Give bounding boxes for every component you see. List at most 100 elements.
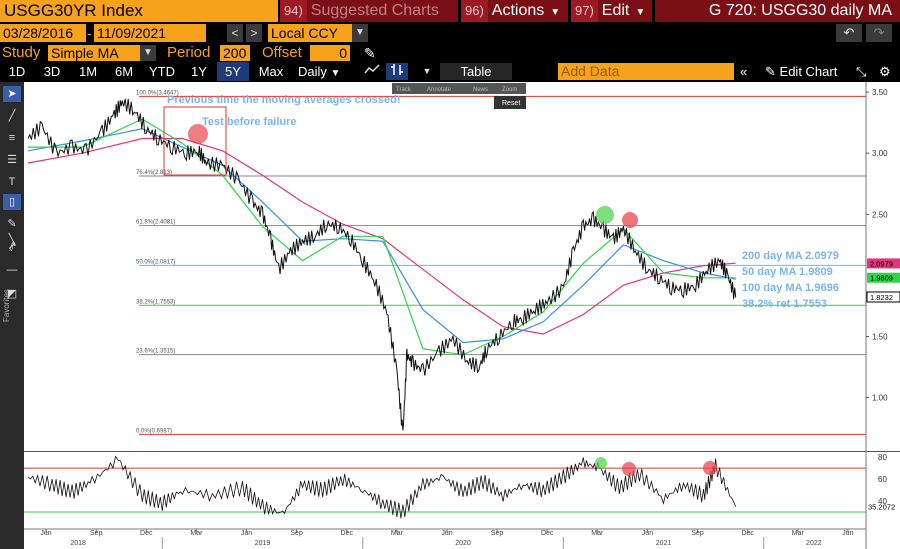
frequency-select[interactable]: Daily ▼ xyxy=(298,62,340,81)
sub-axis-bg xyxy=(866,452,900,549)
y-tick-label: 3.00 xyxy=(872,149,888,158)
fibonacci-icon[interactable]: ≡ xyxy=(8,132,16,144)
sub-marker-green[interactable] xyxy=(595,457,607,469)
y-tick-label: 1.00 xyxy=(872,394,888,403)
x-tick-label: Jun xyxy=(441,530,452,537)
sub-marker-red[interactable] xyxy=(622,462,636,476)
bar-chart-icon[interactable] xyxy=(386,63,408,80)
chevron-right-icon[interactable]: > xyxy=(246,24,262,42)
period-1d[interactable]: 1D xyxy=(8,64,26,79)
period-input[interactable]: 200 xyxy=(220,45,250,61)
edit-menu[interactable]: 97) Edit ▼ xyxy=(571,0,652,22)
x-tick-label: Dec xyxy=(140,530,153,537)
chart-type-dropdown-icon[interactable]: ▼ xyxy=(422,66,432,76)
ma50-label[interactable]: 50 day MA 1.9809 xyxy=(742,266,833,278)
annotation-test[interactable]: Test before failure xyxy=(202,116,297,128)
trendline-icon[interactable]: ╱ xyxy=(8,110,16,122)
delete-icon[interactable]: ◩ xyxy=(6,288,18,300)
marker-circle-red[interactable] xyxy=(188,124,208,144)
rectangle-icon[interactable]: ▯ xyxy=(3,194,21,210)
study-type-select[interactable]: Simple MA xyxy=(48,45,140,61)
fib-label: 0.0%(0.6987) xyxy=(136,428,172,434)
period-max[interactable]: Max xyxy=(258,64,284,79)
undo-icon[interactable]: ↶ xyxy=(836,24,862,42)
add-data-input[interactable]: Add Data xyxy=(558,63,734,80)
redo-icon[interactable]: ↷ xyxy=(866,24,892,42)
period-5y[interactable]: 5Y xyxy=(217,62,249,81)
currency-select[interactable]: Local CCY xyxy=(268,24,352,42)
fib-label: 61.8%(2.4081) xyxy=(136,220,175,226)
x-year-label: 2019 xyxy=(255,540,271,547)
price-line[interactable] xyxy=(27,98,737,431)
offset-input[interactable]: 0 xyxy=(310,45,350,61)
start-date-field[interactable]: 03/28/2016 xyxy=(0,24,86,42)
ray-icon[interactable]: ╲ xyxy=(8,234,16,246)
suggested-charts-label: Suggested Charts xyxy=(310,2,439,19)
fib-label: 100.0%(3.4647) xyxy=(136,90,179,96)
annotation-crossed[interactable]: Previous time the moving averages crosse… xyxy=(167,94,401,106)
table-button[interactable]: Table xyxy=(440,63,512,80)
level-icon[interactable]: ☰ xyxy=(7,154,17,166)
graph-title: G 720: USGG30 daily MA xyxy=(655,0,900,22)
currency-dropdown-icon[interactable]: ▼ xyxy=(352,24,368,42)
cursor-icon[interactable]: ➤ xyxy=(3,86,21,102)
x-tick-label: Dec xyxy=(741,530,754,537)
marker-circle-green[interactable] xyxy=(596,206,614,224)
sub-series xyxy=(27,455,737,519)
sub-y-tick-label: 60 xyxy=(878,475,887,484)
float-zoom[interactable]: Zoom xyxy=(502,87,517,93)
channel-icon[interactable]: ⫽ xyxy=(9,242,15,254)
offset-label: Offset xyxy=(262,44,302,61)
period-6m[interactable]: 6M xyxy=(114,64,134,79)
arrow-icon[interactable]: ↗ xyxy=(7,240,17,252)
last-value-label: 1.8232 xyxy=(870,293,893,302)
text-icon[interactable]: T xyxy=(8,176,16,188)
freehand-icon[interactable]: ✎ xyxy=(7,218,17,230)
ticker-field[interactable]: USGG30YR Index xyxy=(0,0,278,22)
float-annotate[interactable]: Annotate xyxy=(427,87,452,93)
period-1m[interactable]: 1M xyxy=(78,64,98,79)
chevron-left-icon[interactable]: < xyxy=(227,24,243,42)
float-reset[interactable]: Reset xyxy=(502,100,520,107)
ma100-line[interactable] xyxy=(27,128,736,344)
period-3d[interactable]: 3D xyxy=(43,64,61,79)
x-tick-label: Sep xyxy=(691,530,704,537)
float-news[interactable]: News xyxy=(473,87,488,93)
rsi-line[interactable] xyxy=(27,455,737,519)
period-1y[interactable]: 1Y xyxy=(191,64,207,79)
gear-icon[interactable]: ⚙ xyxy=(879,64,891,79)
y-tick-label: 1.50 xyxy=(872,332,888,341)
ma200-line[interactable] xyxy=(27,137,736,335)
x-tick-label: Mar xyxy=(792,530,805,537)
sub-last-value: 35.2072 xyxy=(868,502,895,511)
actions-number: 96) xyxy=(461,0,488,22)
pencil-icon[interactable]: ✎ xyxy=(364,45,376,61)
price-chart[interactable]: 100.0%(3.4647) 76.4%(2.813) 61.8%(2.4081) 5… xyxy=(24,82,900,452)
float-toolbar: Track Annotate News Zoom Reset xyxy=(392,83,526,109)
sub-marker-red[interactable] xyxy=(703,461,717,475)
float-track[interactable]: Track xyxy=(396,87,412,93)
last-value-label: 1.9809 xyxy=(870,274,893,283)
suggested-charts-menu[interactable]: 94) Suggested Charts xyxy=(280,0,458,22)
period-toolbar: 1D 3D 1M 6M YTD 1Y 5Y Max Daily ▼ ▼ Tabl… xyxy=(0,62,900,81)
edit-chart-button[interactable]: ✎ Edit Chart xyxy=(765,63,837,80)
fib-label: 23.6%(1.3515) xyxy=(136,349,175,355)
chart-background xyxy=(24,82,900,452)
x-tick-label: Dec xyxy=(541,530,554,537)
period-ytd[interactable]: YTD xyxy=(149,64,175,79)
edit-caret-icon: ▼ xyxy=(635,7,646,18)
ma200-label[interactable]: 200 day MA 2.0979 xyxy=(742,250,839,262)
test-rectangle[interactable] xyxy=(163,106,227,176)
ret-label[interactable]: 38.2% ret 1.7553 xyxy=(742,298,827,310)
marker-circle-red[interactable] xyxy=(622,212,638,228)
actions-menu[interactable]: 96) Actions ▼ xyxy=(461,0,568,22)
end-date-field[interactable]: 11/09/2021 xyxy=(94,24,206,42)
resize-icon[interactable]: ⤡ xyxy=(856,64,867,79)
collapse-icon[interactable]: « xyxy=(740,64,748,79)
line-chart-icon[interactable] xyxy=(361,63,383,80)
study-dropdown-icon[interactable]: ▼ xyxy=(140,45,156,61)
horizontal-line-icon[interactable]: — xyxy=(6,264,18,276)
fib-label: 50.0%(2.0817) xyxy=(136,259,175,265)
ma100-label[interactable]: 100 day MA 1.9696 xyxy=(742,282,839,294)
